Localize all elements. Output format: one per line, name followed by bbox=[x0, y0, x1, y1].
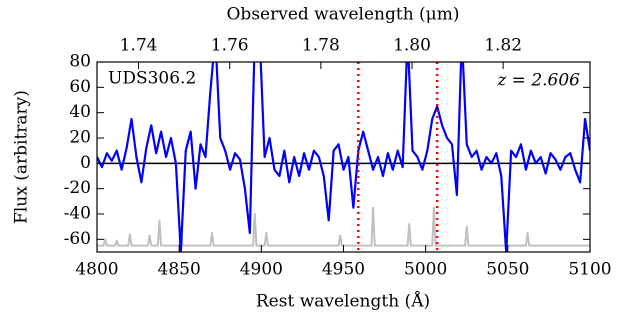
x2-axis-label: Observed wavelength (μm) bbox=[227, 5, 460, 25]
x2-tick-label: 1.82 bbox=[484, 36, 522, 56]
y-tick-label: -40 bbox=[64, 204, 91, 224]
x-axis-label: Rest wavelength (Å) bbox=[256, 291, 430, 312]
x-tick-label: 4800 bbox=[75, 260, 118, 280]
x2-tick-label: 1.78 bbox=[302, 36, 340, 56]
y-tick-label: 40 bbox=[69, 102, 91, 122]
spectrum-line bbox=[97, 206, 590, 247]
y-tick-label: -60 bbox=[64, 229, 91, 249]
y-tick-label: 60 bbox=[69, 77, 91, 97]
x-tick-label: 4900 bbox=[240, 260, 283, 280]
x2-tick-label: 1.76 bbox=[211, 36, 249, 56]
y-tick-label: -20 bbox=[64, 178, 91, 198]
spectrum-line bbox=[97, 62, 590, 252]
x2-tick-label: 1.74 bbox=[120, 36, 158, 56]
y-axis-label: Flux (arbitrary) bbox=[12, 90, 32, 224]
x-tick-label: 4950 bbox=[322, 260, 365, 280]
y-tick-label: 0 bbox=[80, 153, 91, 173]
y-tick-label: 20 bbox=[69, 128, 91, 148]
x2-tick-label: 1.80 bbox=[393, 36, 431, 56]
x-tick-label: 4850 bbox=[158, 260, 201, 280]
object-label: UDS306.2 bbox=[108, 69, 196, 89]
plot-area bbox=[97, 62, 590, 252]
x-tick-label: 5100 bbox=[568, 260, 611, 280]
x-tick-label: 5000 bbox=[404, 260, 447, 280]
y-tick-label: 80 bbox=[69, 52, 91, 72]
x-tick-label: 5050 bbox=[486, 260, 529, 280]
redshift-label: z = 2.606 bbox=[496, 71, 580, 91]
